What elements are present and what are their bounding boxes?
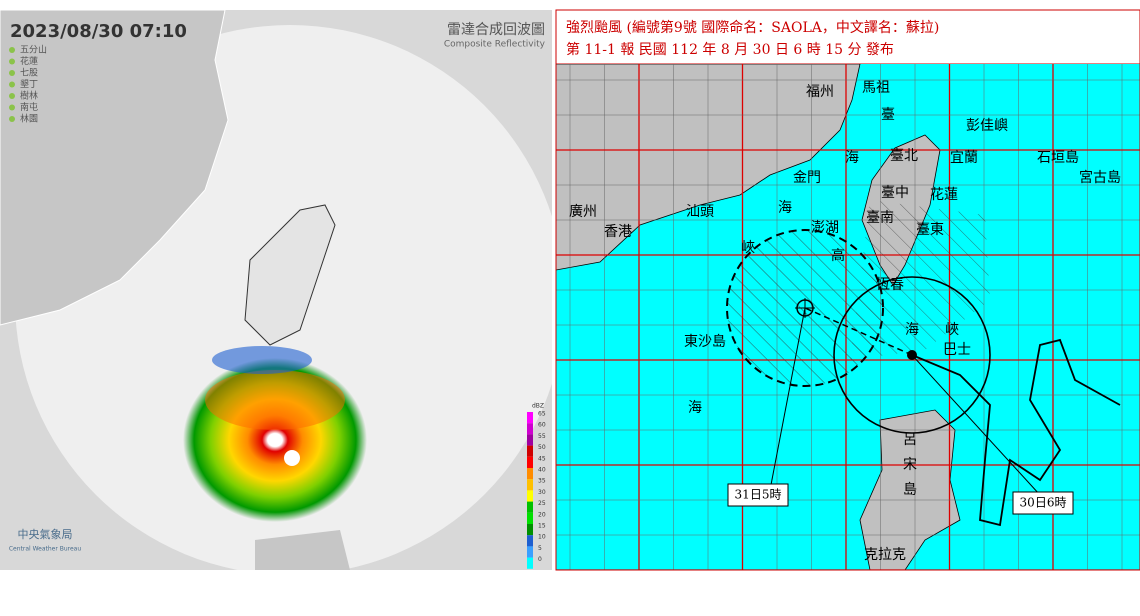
station-name: 花蓮 [20, 55, 38, 67]
colorbar-tick: 55 [538, 433, 546, 440]
time-box [727, 483, 789, 507]
place-label: 克拉克 [864, 547, 906, 563]
timestamp: 2023/08/30 07:10 [10, 21, 187, 42]
time-label: 31日5時 [735, 488, 782, 502]
place-label: 海 [688, 400, 702, 416]
station-name: 林園 [20, 113, 38, 125]
colorbar-swatch [527, 557, 533, 569]
place-label: 宋 [903, 457, 917, 473]
place-label: 宮古島 [1079, 170, 1121, 186]
place-label: 峽 [945, 322, 959, 338]
station-name: 墾丁 [20, 78, 38, 90]
place-label: 臺 [881, 107, 895, 123]
station-dot [9, 104, 15, 111]
station-dot [9, 81, 15, 88]
colorbar-swatch [527, 412, 533, 424]
place-label: 金門 [793, 170, 821, 186]
station-dot [9, 58, 15, 65]
time-box [1012, 491, 1074, 515]
place-label: 恆春 [876, 277, 904, 293]
track-frame [555, 9, 1140, 571]
colorbar-swatch [527, 423, 533, 435]
colorbar-tick: 40 [538, 467, 546, 474]
colorbar-tick: 30 [538, 489, 546, 496]
time-label: 30日6時 [1020, 496, 1067, 510]
place-label: 石垣島 [1037, 150, 1079, 166]
track-issue: 第 11-1 報 民國 112 年 8 月 30 日 6 時 15 分 發布 [566, 41, 894, 58]
colorbar-tick: 35 [538, 478, 546, 485]
colorbar-tick: 50 [538, 444, 546, 451]
colorbar-tick: 45 [538, 455, 546, 462]
place-label: 汕頭 [686, 204, 714, 220]
colorbar-tick: 60 [538, 422, 546, 429]
place-label: 峽 [741, 240, 755, 256]
place-label: 臺中 [881, 185, 909, 201]
radar-title: 雷達合成回波圖 [447, 22, 545, 38]
colorbar-swatch [527, 524, 533, 536]
colorbar-tick: 0 [538, 556, 542, 563]
station-dot [9, 116, 15, 122]
place-label: 島 [903, 482, 917, 498]
colorbar-tick: 65 [538, 411, 546, 418]
place-label: 花蓮 [930, 187, 958, 203]
colorbar-unit: dBZ [532, 403, 544, 410]
colorbar-tick: 5 [538, 545, 542, 552]
colorbar-swatch [527, 535, 533, 547]
place-label: 呂 [903, 432, 917, 448]
place-label: 福州 [806, 84, 834, 100]
colorbar-swatch [527, 468, 533, 480]
radar-panel [0, 10, 552, 570]
colorbar-tick: 20 [538, 511, 546, 518]
colorbar-swatch [527, 490, 533, 502]
colorbar-swatch [527, 546, 533, 558]
place-label: 海 [905, 322, 919, 338]
station-name: 樹林 [20, 90, 38, 102]
station-name: 五分山 [20, 45, 47, 56]
place-label: 臺東 [916, 222, 944, 238]
station-dot [9, 47, 15, 53]
place-label: 香港 [604, 224, 632, 240]
colorbar-swatch [527, 434, 533, 446]
place-label: 臺北 [890, 148, 918, 164]
station-name: 七股 [20, 68, 38, 79]
place-label: 臺南 [866, 210, 894, 226]
place-label: 宜蘭 [950, 150, 978, 166]
colorbar-swatch [527, 479, 533, 491]
colorbar-swatch [527, 501, 533, 513]
track-title: 強烈颱風 (編號第9號 國際命名：SAOLA，中文譯名：蘇拉) [566, 19, 939, 36]
track-map [556, 64, 1140, 570]
colorbar-tick: 25 [538, 500, 546, 507]
station-name: 南屯 [20, 101, 38, 113]
place-label: 海 [845, 150, 859, 166]
place-label: 東沙島 [684, 334, 726, 350]
place-label: 彭佳嶼 [966, 118, 1008, 134]
station-dot [9, 70, 15, 76]
colorbar-tick: 10 [538, 534, 546, 541]
radar-subtitle: Composite Reflectivity [444, 40, 546, 50]
colorbar-swatch [527, 445, 533, 457]
place-label: 馬祖 [862, 80, 890, 96]
place-label: 巴士 [943, 342, 971, 358]
logo-name: 中央氣象局 [18, 527, 73, 541]
logo-name-en: Central Weather Bureau [9, 546, 82, 553]
place-label: 海 [778, 200, 792, 216]
place-label: 廣州 [569, 203, 597, 220]
colorbar-swatch [527, 512, 533, 524]
colorbar-swatch [527, 456, 533, 468]
colorbar-tick: 15 [538, 523, 546, 530]
place-label: 高 [831, 247, 845, 264]
station-dot [9, 93, 15, 99]
place-label: 澎湖 [811, 220, 839, 236]
